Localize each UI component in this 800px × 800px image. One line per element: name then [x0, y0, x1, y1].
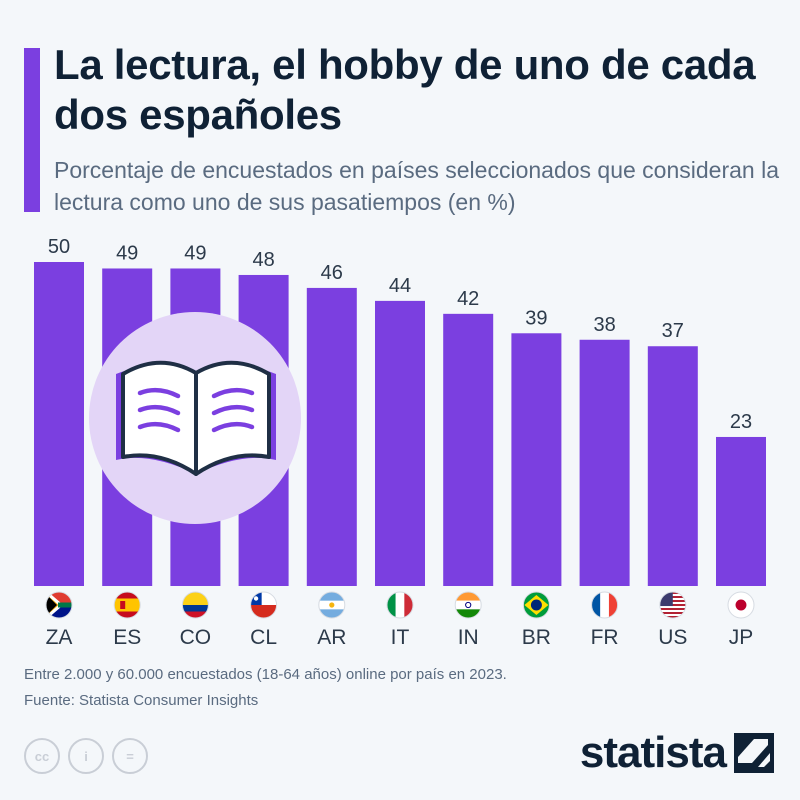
- brazil-flag-icon: [522, 591, 550, 619]
- value-label-it: 44: [389, 275, 411, 297]
- value-label-za: 50: [48, 236, 70, 258]
- bar-chart: 50 ZA 49 ES 49 CO 48 CL 46 AR 44 IT 42 IN 39 BR 38 FR 37 US…: [34, 236, 766, 649]
- category-label-es: ES: [113, 626, 141, 649]
- bar-in: [443, 313, 494, 586]
- brand-name: statista: [579, 728, 727, 777]
- category-label-za: ZA: [46, 626, 73, 649]
- value-label-ar: 46: [321, 262, 343, 284]
- category-label-br: BR: [522, 626, 551, 649]
- value-label-cl: 48: [252, 249, 274, 271]
- argentina-flag-icon: [318, 591, 346, 619]
- value-label-us: 37: [662, 320, 684, 342]
- category-label-us: US: [658, 626, 687, 649]
- value-label-in: 42: [457, 288, 479, 310]
- category-label-jp: JP: [729, 626, 754, 649]
- value-label-co: 49: [184, 242, 206, 264]
- category-label-it: IT: [391, 626, 410, 649]
- no-derivatives-icon[interactable]: =: [112, 738, 148, 774]
- japan-flag-icon: [727, 591, 755, 619]
- value-label-br: 39: [525, 307, 547, 329]
- category-label-co: CO: [180, 626, 212, 649]
- value-label-es: 49: [116, 242, 138, 264]
- license-icons: cc i =: [24, 738, 148, 774]
- category-label-cl: CL: [250, 626, 277, 649]
- statista-mark-icon: [734, 733, 774, 773]
- category-label-ar: AR: [317, 626, 346, 649]
- india-flag-icon: [454, 591, 482, 619]
- bar-br: [511, 333, 562, 586]
- south-africa-flag-icon: [45, 591, 73, 619]
- footnote: Entre 2.000 y 60.000 encuestados (18-64 …: [24, 666, 507, 683]
- italy-flag-icon: [386, 591, 414, 619]
- cc-icon[interactable]: cc: [24, 738, 60, 774]
- statista-logo[interactable]: statista: [580, 728, 774, 778]
- bar-za: [34, 262, 84, 586]
- source-note: Fuente: Statista Consumer Insights: [24, 692, 259, 709]
- chart-title: La lectura, el hobby de uno de cada dos …: [54, 41, 756, 138]
- attribution-icon[interactable]: i: [68, 738, 104, 774]
- bar-ar: [306, 287, 357, 586]
- colombia-flag-icon: [181, 591, 209, 619]
- chile-flag-icon: [250, 591, 278, 619]
- bar-fr: [579, 339, 630, 586]
- value-label-jp: 23: [730, 411, 752, 433]
- bar-us: [647, 346, 698, 586]
- bar-it: [375, 300, 425, 586]
- chart-subtitle: Porcentaje de encuestados en países sele…: [54, 157, 779, 215]
- category-label-fr: FR: [591, 626, 619, 649]
- usa-flag-icon: [659, 591, 687, 619]
- book-illustration: [89, 312, 301, 524]
- labels-layer: 50 ZA 49 ES 49 CO 48 CL 46 AR 44 IT 42 IN 39 BR 38 FR 37 US…: [45, 236, 755, 649]
- category-label-in: IN: [458, 626, 479, 649]
- bar-jp: [716, 436, 766, 586]
- france-flag-icon: [591, 591, 619, 619]
- open-book-icon: [116, 360, 276, 476]
- accent-bar: [24, 48, 40, 212]
- value-label-fr: 38: [593, 314, 615, 336]
- spain-flag-icon: [113, 591, 141, 619]
